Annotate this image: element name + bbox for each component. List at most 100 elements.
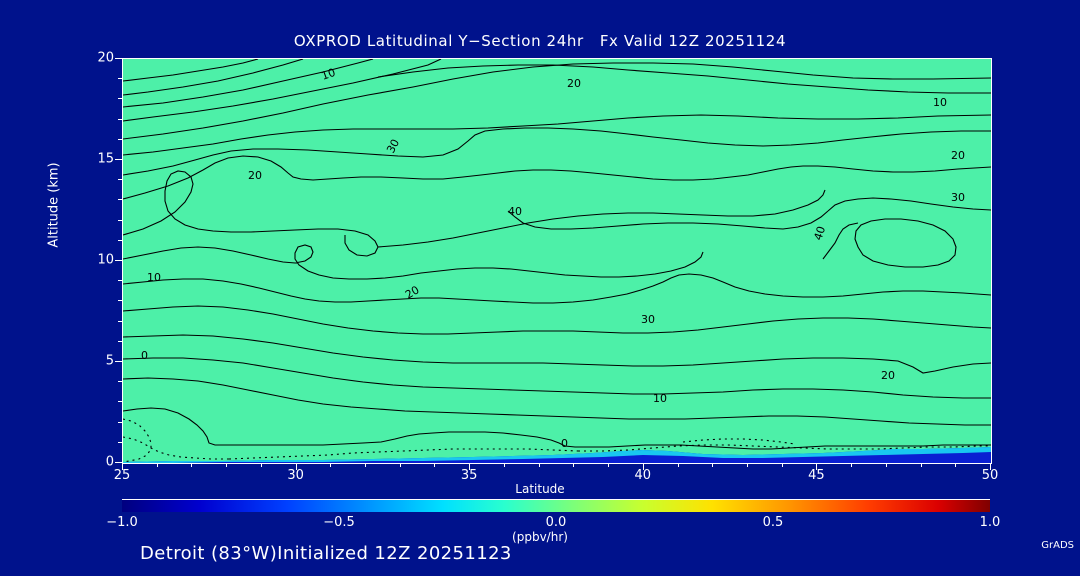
x-minor-tick-mark (156, 463, 158, 467)
contour-plot-area: 10 20 20 10 30 20 20 30 40 40 10 20 30 0… (122, 58, 992, 464)
colorbar-tick-label: −0.5 (323, 515, 355, 530)
y-minor-tick-mark (118, 320, 122, 322)
x-minor-tick-mark (677, 463, 679, 467)
svg-text:40: 40 (811, 225, 828, 242)
x-minor-tick-mark (885, 463, 887, 467)
y-minor-tick-mark (118, 421, 122, 423)
colorbar-tick-label: 0.5 (762, 515, 784, 530)
x-minor-tick-mark (191, 463, 193, 467)
contour-svg: 10 20 20 10 30 20 20 30 40 40 10 20 30 0… (123, 59, 991, 463)
svg-text:20: 20 (567, 77, 581, 90)
contour-line-negative (682, 438, 796, 445)
x-minor-tick-mark (851, 463, 853, 467)
colorbar-units: (ppbv/hr) (512, 530, 568, 544)
y-tick-mark (115, 159, 122, 160)
contour-line-0 (123, 407, 991, 450)
x-minor-tick-mark (746, 463, 748, 467)
y-minor-tick-mark (118, 98, 122, 100)
svg-text:20: 20 (403, 283, 422, 301)
svg-text:20: 20 (881, 369, 895, 382)
contour-line-30 (123, 155, 991, 200)
x-minor-tick-mark (503, 463, 505, 467)
contour-line-20-left (123, 170, 379, 257)
contour-line (123, 305, 991, 335)
contour-line (123, 114, 991, 156)
y-axis-title: Altitude (km) (46, 162, 62, 248)
contour-line-40-center (507, 210, 829, 230)
svg-text:20: 20 (951, 149, 965, 162)
colorbar (122, 499, 990, 512)
x-tick-mark (295, 463, 297, 470)
x-minor-tick-mark (260, 463, 262, 467)
contour-line (123, 377, 991, 426)
x-minor-tick-mark (573, 463, 575, 467)
colorbar-tick-label: −1.0 (106, 515, 138, 530)
y-minor-tick-mark (118, 138, 122, 140)
y-minor-tick-mark (118, 280, 122, 282)
y-minor-tick-mark (118, 78, 122, 80)
y-tick-label: 20 (97, 50, 114, 66)
contour-line (377, 64, 991, 94)
y-minor-tick-mark (118, 381, 122, 383)
y-tick-mark (115, 58, 122, 59)
x-tick-label: 35 (460, 468, 478, 483)
svg-text:30: 30 (951, 191, 965, 204)
contour-line-negative (228, 448, 579, 460)
x-tick-label: 45 (808, 468, 825, 483)
contour-line-negative (578, 444, 991, 452)
svg-text:10: 10 (933, 96, 947, 109)
page-title: OXPROD Latitudinal Y−Section 24hr Fx Val… (293, 32, 787, 50)
contour-line-negative (123, 436, 229, 460)
x-minor-tick-mark (330, 463, 332, 467)
svg-text:0: 0 (561, 437, 568, 450)
x-minor-tick-mark (226, 463, 228, 467)
colorbar-tick-label: 1.0 (979, 515, 1001, 530)
y-tick-mark (115, 462, 122, 463)
x-tick-mark (816, 463, 818, 470)
footer-caption: Detroit (83°W)Initialized 12Z 20251123 (140, 543, 512, 564)
contour-labels: 10 20 20 10 30 20 20 30 40 40 10 20 30 0… (141, 66, 965, 450)
y-minor-tick-mark (118, 340, 122, 342)
y-tick-label: 0 (105, 454, 114, 470)
contour-line-10-upper (123, 59, 259, 82)
field-fill (123, 59, 991, 463)
x-tick-mark (122, 463, 123, 470)
svg-text:30: 30 (384, 137, 402, 155)
x-tick-mark (990, 463, 991, 470)
contour-line (377, 189, 826, 248)
contour-line (123, 334, 991, 374)
x-tick-label: 50 (981, 468, 999, 483)
y-minor-tick-mark (118, 118, 122, 120)
x-tick-label: 30 (287, 468, 304, 483)
x-minor-tick-mark (434, 463, 436, 467)
contour-line (123, 244, 704, 280)
y-minor-tick-mark (118, 441, 122, 443)
svg-text:40: 40 (508, 205, 522, 218)
contour-line-40-right (854, 218, 957, 268)
contour-line (123, 127, 991, 176)
x-axis-title: Latitude (515, 482, 565, 496)
svg-text:0: 0 (141, 349, 148, 362)
y-minor-tick-mark (118, 401, 122, 403)
x-tick-label: 40 (634, 468, 652, 483)
contour-line (822, 222, 859, 260)
y-minor-tick-mark (118, 199, 122, 201)
contour-line (123, 59, 304, 96)
x-tick-mark (642, 463, 644, 470)
y-tick-label: 5 (105, 353, 114, 369)
y-tick-label: 15 (97, 151, 114, 167)
y-minor-tick-mark (118, 300, 122, 302)
svg-text:30: 30 (641, 313, 655, 326)
x-minor-tick-mark (538, 463, 540, 467)
y-tick-mark (115, 260, 122, 261)
x-minor-tick-mark (920, 463, 922, 467)
svg-text:10: 10 (320, 66, 338, 83)
x-minor-tick-mark (955, 463, 957, 467)
x-minor-tick-mark (608, 463, 610, 467)
contour-line (123, 59, 374, 108)
x-minor-tick-mark (399, 463, 401, 467)
watermark-label: GrADS (1041, 540, 1074, 551)
y-minor-tick-mark (118, 239, 122, 241)
x-tick-label: 25 (113, 468, 131, 483)
